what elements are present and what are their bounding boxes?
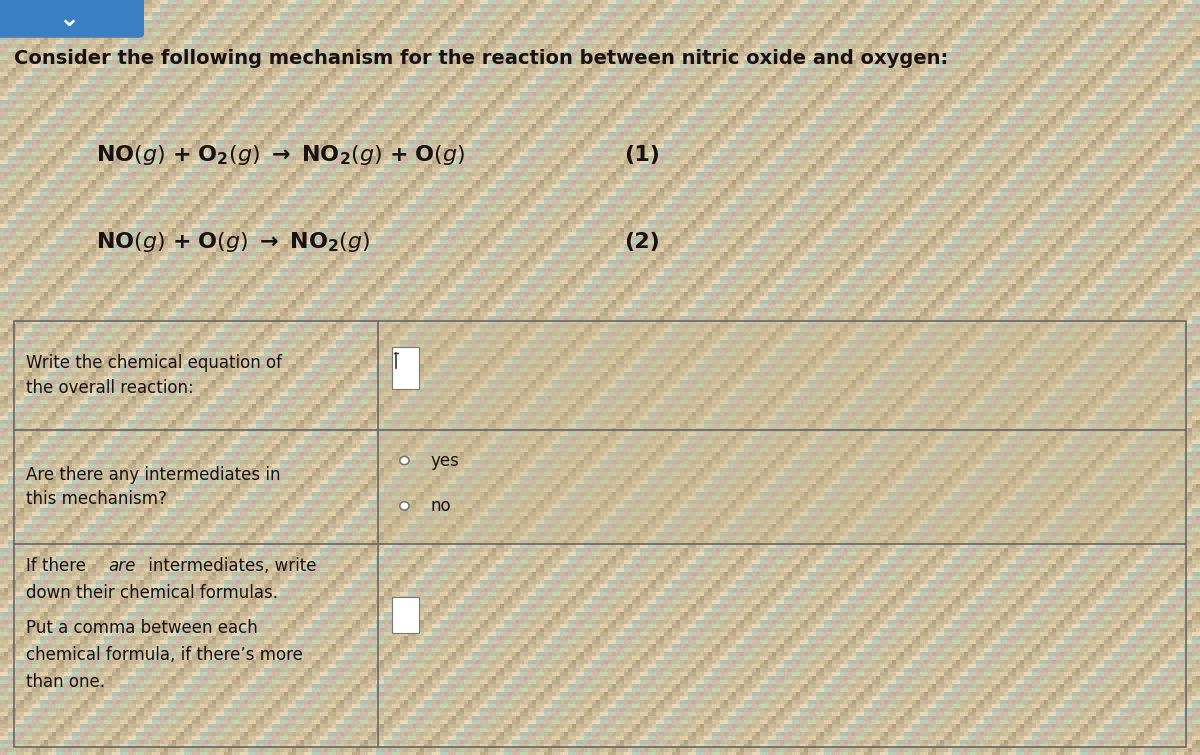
Bar — [14, 321, 1186, 747]
Text: (2): (2) — [624, 232, 660, 251]
Bar — [378, 430, 1186, 544]
Text: than one.: than one. — [26, 673, 106, 692]
Text: down their chemical formulas.: down their chemical formulas. — [26, 584, 278, 602]
Bar — [392, 347, 419, 389]
Text: are: are — [108, 557, 136, 575]
Ellipse shape — [400, 502, 409, 510]
FancyBboxPatch shape — [0, 0, 144, 38]
Text: ⌄: ⌄ — [58, 7, 79, 31]
Text: Consider the following mechanism for the reaction between nitric oxide and oxyge: Consider the following mechanism for the… — [14, 49, 949, 68]
Text: Are there any intermediates in: Are there any intermediates in — [26, 466, 281, 483]
Text: $\mathbf{NO}$($g$) $\mathbf{+}$ $\mathbf{O_2}$($g$) $\mathbf{\rightarrow}$ $\mat: $\mathbf{NO}$($g$) $\mathbf{+}$ $\mathbf… — [96, 143, 466, 167]
Text: yes: yes — [431, 451, 460, 470]
Text: (1): (1) — [624, 145, 660, 165]
Bar — [392, 597, 419, 633]
Text: Write the chemical equation of: Write the chemical equation of — [26, 354, 282, 372]
Ellipse shape — [400, 456, 409, 464]
Text: $\mathbf{NO}$($g$) $\mathbf{+}$ $\mathbf{O}$($g$) $\mathbf{\rightarrow}$ $\mathb: $\mathbf{NO}$($g$) $\mathbf{+}$ $\mathbf… — [96, 230, 371, 254]
Text: chemical formula, if there’s more: chemical formula, if there’s more — [26, 646, 304, 664]
Text: this mechanism?: this mechanism? — [26, 491, 167, 508]
Bar — [378, 321, 1186, 430]
Text: intermediates, write: intermediates, write — [143, 557, 317, 575]
Text: If there: If there — [26, 557, 91, 575]
Text: the overall reaction:: the overall reaction: — [26, 379, 194, 397]
Text: Put a comma between each: Put a comma between each — [26, 619, 258, 637]
Text: no: no — [431, 497, 451, 515]
